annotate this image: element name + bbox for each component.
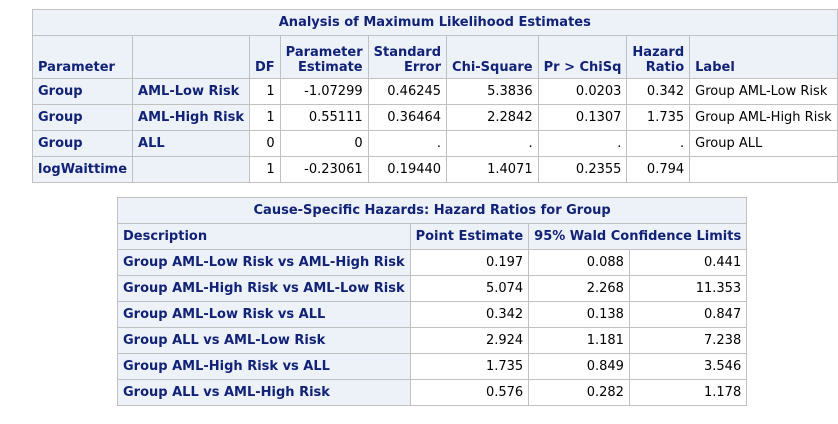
cell-point-estimate: 2.924 [409, 327, 530, 354]
table-row: Group AML-Low Risk 1 -1.07299 0.46245 5.… [31, 78, 838, 105]
col-header-label: Label [689, 35, 838, 79]
hazard-ratio-table: Cause-Specific Hazards: Hazard Ratios fo… [116, 197, 748, 406]
row-description: Group ALL vs AML-Low Risk [117, 327, 411, 354]
table-row: Group AML-High Risk vs AML-Low Risk 5.07… [117, 275, 748, 302]
cell-estimate: 0.55111 [279, 104, 369, 131]
col-header-chisq: Chi-Square [446, 35, 539, 79]
cell-label: Group AML-Low Risk [689, 78, 838, 105]
cell-hazard-ratio: 0.794 [626, 156, 691, 183]
row-parameter: Group [31, 130, 134, 157]
col-header-parameter: Parameter [31, 35, 134, 79]
col-header-point-estimate: Point Estimate [409, 223, 530, 250]
mle-table-title: Analysis of Maximum Likelihood Estimates [32, 9, 838, 36]
row-level: AML-High Risk [132, 104, 250, 131]
cell-stderr: 0.46245 [367, 78, 448, 105]
table-row: Group AML-High Risk 1 0.55111 0.36464 2.… [31, 104, 838, 131]
cell-estimate: -0.23061 [279, 156, 369, 183]
cell-upper-limit: 11.353 [628, 275, 748, 302]
cell-upper-limit: 7.238 [628, 327, 748, 354]
cell-stderr: . [367, 130, 448, 157]
row-parameter: Group [31, 104, 134, 131]
cell-lower-limit: 0.282 [528, 379, 630, 406]
cell-estimate: -1.07299 [279, 78, 369, 105]
cell-point-estimate: 5.074 [409, 275, 530, 302]
col-header-estimate: Parameter Estimate [279, 35, 369, 79]
cell-hazard-ratio: . [626, 130, 691, 157]
cell-lower-limit: 0.849 [528, 353, 630, 380]
cell-upper-limit: 1.178 [628, 379, 748, 406]
cell-label: Group AML-High Risk [689, 104, 838, 131]
col-header-df: DF [249, 35, 281, 79]
table-row: Group AML-Low Risk vs AML-High Risk 0.19… [117, 249, 748, 276]
cell-df: 1 [249, 104, 281, 131]
cell-point-estimate: 0.342 [409, 301, 530, 328]
row-description: Group AML-Low Risk vs AML-High Risk [117, 249, 411, 276]
col-header-p: Pr > ChiSq [537, 35, 628, 79]
cell-stderr: 0.36464 [367, 104, 448, 131]
cell-upper-limit: 0.847 [628, 301, 748, 328]
table-row: logWaittime 1 -0.23061 0.19440 1.4071 0.… [31, 156, 838, 183]
col-header-description: Description [117, 223, 411, 250]
row-parameter: Group [31, 78, 134, 105]
cell-lower-limit: 1.181 [528, 327, 630, 354]
cell-hazard-ratio: 0.342 [626, 78, 691, 105]
mle-table: Analysis of Maximum Likelihood Estimates… [31, 9, 838, 183]
col-header-estimate-line2: Estimate [297, 60, 363, 75]
hazard-ratio-table-title: Cause-Specific Hazards: Hazard Ratios fo… [116, 197, 748, 224]
table-row: Group ALL vs AML-Low Risk 2.924 1.181 7.… [117, 327, 748, 354]
cell-label: Group ALL [689, 130, 838, 157]
cell-chisq: 1.4071 [446, 156, 539, 183]
cell-point-estimate: 0.197 [409, 249, 530, 276]
cell-df: 1 [249, 78, 281, 105]
cell-lower-limit: 0.088 [528, 249, 630, 276]
col-header-stderr: Standard Error [367, 35, 448, 79]
cell-chisq: 2.2842 [446, 104, 539, 131]
cell-df: 1 [249, 156, 281, 183]
cell-p: 0.0203 [537, 78, 628, 105]
cell-chisq: 5.3836 [446, 78, 539, 105]
col-header-hr-line1: Hazard [632, 45, 685, 60]
col-header-stderr-line1: Standard [373, 45, 442, 60]
cell-stderr: 0.19440 [367, 156, 448, 183]
cell-label [689, 156, 838, 183]
cell-point-estimate: 0.576 [409, 379, 530, 406]
row-description: Group AML-High Risk vs AML-Low Risk [117, 275, 411, 302]
cell-upper-limit: 3.546 [628, 353, 748, 380]
col-header-estimate-line1: Parameter [285, 45, 363, 60]
cell-df: 0 [249, 130, 281, 157]
cell-hazard-ratio: 1.735 [626, 104, 691, 131]
row-level [132, 156, 250, 183]
col-header-wald-ci: 95% Wald Confidence Limits [528, 223, 748, 250]
col-header-stderr-line2: Error [403, 60, 442, 75]
row-description: Group AML-High Risk vs ALL [117, 353, 411, 380]
row-description: Group ALL vs AML-High Risk [117, 379, 411, 406]
cell-upper-limit: 0.441 [628, 249, 748, 276]
cell-point-estimate: 1.735 [409, 353, 530, 380]
cell-lower-limit: 2.268 [528, 275, 630, 302]
col-header-hazard-ratio: Hazard Ratio [626, 35, 691, 79]
table-row: Group AML-Low Risk vs ALL 0.342 0.138 0.… [117, 301, 748, 328]
table-row: Group ALL 0 0 . . . . Group ALL [31, 130, 838, 157]
cell-p: 0.1307 [537, 104, 628, 131]
row-description: Group AML-Low Risk vs ALL [117, 301, 411, 328]
table-row: Group AML-High Risk vs ALL 1.735 0.849 3… [117, 353, 748, 380]
row-level: ALL [132, 130, 250, 157]
cell-chisq: . [446, 130, 539, 157]
row-level: AML-Low Risk [132, 78, 250, 105]
cell-p: . [537, 130, 628, 157]
col-header-level [132, 35, 250, 79]
cell-p: 0.2355 [537, 156, 628, 183]
cell-estimate: 0 [279, 130, 369, 157]
cell-lower-limit: 0.138 [528, 301, 630, 328]
table-row: Group ALL vs AML-High Risk 0.576 0.282 1… [117, 379, 748, 406]
row-parameter: logWaittime [31, 156, 134, 183]
col-header-hr-line2: Ratio [645, 60, 685, 75]
